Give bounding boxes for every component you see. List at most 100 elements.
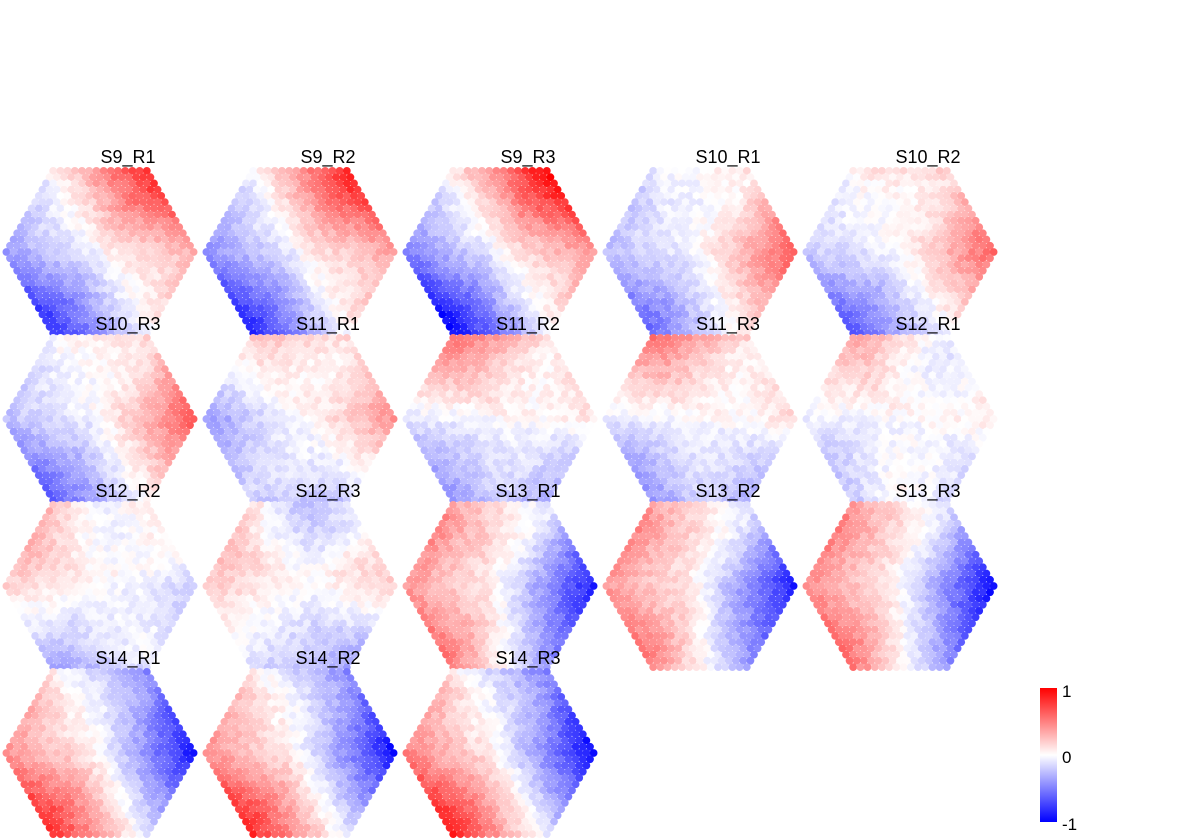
spot <box>256 254 265 263</box>
spot <box>263 216 272 225</box>
spot <box>135 291 144 300</box>
spot <box>303 235 312 244</box>
spot <box>335 179 344 188</box>
spot <box>281 235 290 244</box>
spot <box>110 285 119 294</box>
spot <box>60 260 68 269</box>
spot <box>38 285 47 294</box>
spot <box>117 223 126 232</box>
spot <box>324 223 333 232</box>
spot <box>27 241 36 250</box>
spot <box>150 216 158 225</box>
spot <box>31 298 40 306</box>
spot <box>124 185 133 194</box>
spot <box>78 216 86 225</box>
spot <box>42 254 50 263</box>
spot <box>270 179 279 188</box>
spot <box>16 273 25 281</box>
spot <box>24 235 32 244</box>
panel-title: S10_R2 <box>895 147 960 168</box>
spot <box>288 235 297 244</box>
spot <box>238 198 247 207</box>
spot <box>49 216 58 225</box>
spot <box>121 279 130 288</box>
spot <box>45 173 54 182</box>
spot <box>314 254 322 263</box>
spot <box>242 229 250 238</box>
spot <box>45 235 54 244</box>
spot <box>178 254 187 263</box>
spot <box>117 248 126 256</box>
spot <box>339 223 348 232</box>
spot <box>231 198 240 207</box>
spot <box>160 235 169 244</box>
spot <box>164 266 173 275</box>
spot <box>299 204 308 213</box>
spot <box>364 204 373 213</box>
spot <box>285 204 294 213</box>
spot <box>74 310 83 319</box>
spot <box>175 248 184 256</box>
spot <box>49 279 58 288</box>
spot <box>85 167 94 175</box>
spot <box>252 235 261 244</box>
spot <box>256 192 265 200</box>
spot <box>121 167 130 175</box>
spot <box>375 235 384 244</box>
spot <box>24 223 32 232</box>
panel-s10-r2: S10_R2 <box>802 147 998 337</box>
spot <box>45 322 54 331</box>
spot <box>342 254 351 263</box>
spot <box>45 310 54 319</box>
spot <box>74 173 83 182</box>
spot <box>92 216 101 225</box>
spot <box>160 198 169 207</box>
spot <box>278 241 286 250</box>
spot <box>321 254 330 263</box>
spot <box>171 229 180 238</box>
spot <box>85 204 94 213</box>
spot <box>146 273 155 281</box>
spot <box>164 241 173 250</box>
spot <box>346 198 355 207</box>
spot <box>63 167 72 175</box>
spot <box>106 291 115 300</box>
spot <box>153 310 162 319</box>
spot <box>360 248 369 256</box>
spot <box>216 235 225 244</box>
spot <box>67 210 76 219</box>
spot <box>96 210 104 219</box>
spot <box>117 260 126 269</box>
spot <box>175 223 184 232</box>
spot <box>117 298 126 306</box>
spot <box>49 179 58 188</box>
spot <box>31 248 40 256</box>
spot <box>360 223 369 232</box>
spot <box>249 216 258 225</box>
spot <box>92 304 101 312</box>
spot <box>263 254 272 263</box>
spot <box>117 273 126 281</box>
spot <box>202 248 211 256</box>
spot <box>371 216 380 225</box>
spot <box>321 229 330 238</box>
spot <box>353 210 362 219</box>
spot <box>292 229 301 238</box>
spot <box>135 204 144 213</box>
spot <box>139 235 148 244</box>
panel-s9-r2: S9_R2 <box>202 147 398 337</box>
spot <box>24 260 32 269</box>
spot <box>128 204 137 213</box>
spot <box>110 310 119 319</box>
spot <box>350 192 358 200</box>
spot <box>56 179 65 188</box>
spot <box>110 185 119 194</box>
spot <box>56 279 65 288</box>
spot <box>292 179 301 188</box>
panel-title: S10_R1 <box>695 147 760 168</box>
spot <box>371 254 380 263</box>
spot <box>60 223 68 232</box>
spot <box>299 254 308 263</box>
spot <box>38 185 47 194</box>
spot <box>114 229 122 238</box>
